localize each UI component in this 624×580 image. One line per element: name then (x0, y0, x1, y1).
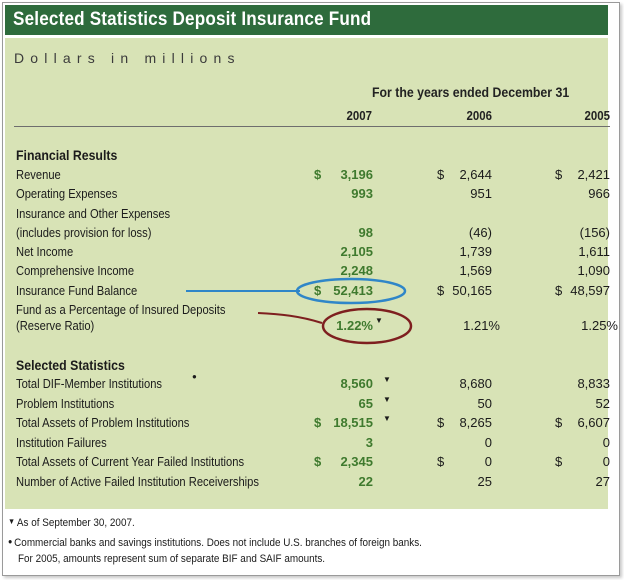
row-label-problem-institutions: Problem Institutions (16, 396, 115, 411)
dollar-sign-2005: $ (555, 167, 563, 182)
value-2005-revenue: 2,421 (577, 167, 610, 182)
row-label-assets-failed-institutions: Total Assets of Current Year Failed Inst… (16, 454, 245, 469)
value-2006-revenue: 2,644 (459, 167, 492, 182)
value-2006-institution-failures: 0 (484, 435, 492, 450)
value-2005-insurance-fund-balance: 48,597 (570, 283, 610, 298)
row-label-revenue: Revenue (16, 167, 61, 182)
page-title: Selected Statistics Deposit Insurance Fu… (13, 9, 372, 30)
value-2006-operating-expenses: 951 (470, 186, 492, 201)
value-2006-net-income: 1,739 (459, 244, 492, 259)
header-rule (14, 126, 610, 127)
row-label-reserve-ratio: (Reserve Ratio) (16, 318, 95, 333)
footnote-triangle-marker: ▼ (383, 414, 391, 423)
dollar-sign-2006: $ (437, 283, 445, 298)
value-2006-insurance-fund-balance: 50,165 (452, 283, 492, 298)
row-label-comprehensive-income: Comprehensive Income (16, 263, 135, 278)
dollar-sign-2007: $ (314, 283, 322, 298)
row-label-fund-percentage: Fund as a Percentage of Insured Deposits (16, 302, 226, 317)
value-2007-assets-problem-institutions: 18,515 (333, 415, 373, 430)
footnote-bif-saif: For 2005, amounts represent sum of separ… (18, 553, 326, 565)
year-header-2007: 2007 (346, 108, 372, 123)
row-label-insurance-other-expenses: Insurance and Other Expenses (16, 206, 171, 221)
footnote-text: Commercial banks and savings institution… (14, 537, 422, 549)
title-bar: Selected Statistics Deposit Insurance Fu… (5, 5, 608, 35)
year-header-2006: 2006 (466, 108, 492, 123)
value-2005-operating-expenses: 966 (588, 186, 610, 201)
value-2007-institution-failures: 3 (365, 435, 373, 450)
value-2007-active-receiverships: 22 (358, 474, 373, 489)
dollar-sign-2007: $ (314, 167, 322, 182)
annotation-blue-ellipse (295, 277, 407, 305)
value-2005-net-income: 1,611 (578, 244, 610, 259)
value-2007-insurance-other-expenses: 98 (358, 225, 373, 240)
dollar-sign-2005: $ (555, 415, 563, 430)
value-2005-assets-failed-institutions: 0 (602, 454, 610, 469)
value-2005-active-receiverships: 27 (595, 474, 610, 489)
value-2007-net-income: 2,105 (340, 244, 373, 259)
value-2007-reserve-ratio: 1.22% (336, 318, 373, 333)
value-2007-dif-member-institutions: 8,560 (340, 376, 373, 391)
dollar-sign-2006: $ (437, 415, 445, 430)
footnote-bullet-marker: ● (192, 372, 197, 381)
value-2005-reserve-ratio: 1.25% (581, 318, 618, 333)
footnote-text: As of September 30, 2007. (16, 517, 135, 529)
footnote-as-of-date: ▼ As of September 30, 2007. (8, 517, 135, 529)
row-label-operating-expenses: Operating Expenses (16, 186, 118, 201)
row-label-dif-member-institutions: Total DIF-Member Institutions (16, 376, 163, 391)
period-header: For the years ended December 31 (372, 84, 570, 100)
value-2006-comprehensive-income: 1,569 (459, 263, 492, 278)
footnote-triangle-marker: ▼ (383, 395, 391, 404)
row-label-insurance-other-expenses-note: (includes provision for loss) (16, 225, 152, 240)
value-2006-reserve-ratio: 1.21% (463, 318, 500, 333)
year-header-2005: 2005 (584, 108, 610, 123)
section-heading-selected-statistics: Selected Statistics (16, 357, 125, 373)
footnote-triangle-marker: ▼ (383, 375, 391, 384)
table-panel (5, 38, 608, 509)
row-label-assets-problem-institutions: Total Assets of Problem Institutions (16, 415, 190, 430)
footnote-triangle-marker: ▼ (375, 316, 383, 325)
value-2006-dif-member-institutions: 8,680 (459, 376, 492, 391)
footnote-bullet-marker: ● (8, 537, 13, 546)
row-label-insurance-fund-balance: Insurance Fund Balance (16, 283, 138, 298)
value-2007-operating-expenses: 993 (351, 186, 373, 201)
dollar-sign-2006: $ (437, 454, 445, 469)
dollar-sign-2005: $ (555, 283, 563, 298)
value-2006-insurance-other-expenses: (46) (468, 225, 492, 240)
row-label-net-income: Net Income (16, 244, 74, 259)
value-2006-problem-institutions: 50 (477, 396, 492, 411)
value-2007-comprehensive-income: 2,248 (340, 263, 373, 278)
value-2005-problem-institutions: 52 (595, 396, 610, 411)
dollar-sign-2006: $ (437, 167, 445, 182)
value-2007-assets-failed-institutions: 2,345 (340, 454, 373, 469)
value-2005-institution-failures: 0 (602, 435, 610, 450)
value-2007-insurance-fund-balance: 52,413 (333, 283, 373, 298)
row-label-institution-failures: Institution Failures (16, 435, 107, 450)
dollar-sign-2007: $ (314, 415, 322, 430)
annotation-red-ellipse (321, 307, 413, 345)
value-2007-problem-institutions: 65 (358, 396, 373, 411)
units-subtitle: Dollars in millions (14, 50, 241, 66)
value-2006-active-receiverships: 25 (477, 474, 492, 489)
footnote-institutions: ● Commercial banks and savings institutio… (8, 537, 422, 549)
dollar-sign-2007: $ (314, 454, 322, 469)
value-2005-comprehensive-income: 1,090 (577, 263, 610, 278)
annotation-red-line (257, 312, 323, 324)
section-heading-financial: Financial Results (16, 147, 118, 163)
value-2005-dif-member-institutions: 8,833 (577, 376, 610, 391)
value-2005-assets-problem-institutions: 6,607 (577, 415, 610, 430)
value-2005-insurance-other-expenses: (156) (579, 225, 610, 240)
value-2006-assets-failed-institutions: 0 (484, 454, 492, 469)
value-2007-revenue: 3,196 (340, 167, 373, 182)
row-label-active-receiverships: Number of Active Failed Institution Rece… (16, 474, 259, 489)
footnote-triangle-marker: ▼ (8, 517, 16, 526)
dollar-sign-2005: $ (555, 454, 563, 469)
value-2006-assets-problem-institutions: 8,265 (459, 415, 492, 430)
